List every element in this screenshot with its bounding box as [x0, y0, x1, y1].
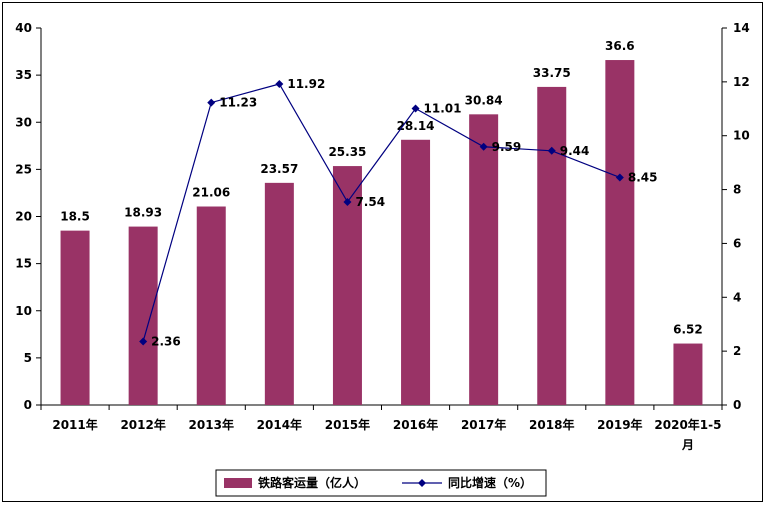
line-data-label: 11.01: [424, 102, 462, 116]
line-point-marker: [139, 337, 148, 346]
line-data-label: 11.23: [219, 96, 257, 110]
right-tick-label: 4: [733, 290, 741, 304]
bar-data-label: 25.35: [328, 145, 366, 159]
x-tick-label: 2018年: [529, 417, 574, 432]
line-point-marker: [615, 173, 624, 182]
line-point-marker: [207, 98, 216, 107]
bar-data-label: 30.84: [465, 93, 503, 107]
line-data-label: 8.45: [628, 170, 658, 184]
x-tick-label: 2017年: [461, 417, 506, 432]
bar: [196, 206, 226, 405]
legend-bar-label: 铁路客运量（亿人）: [258, 475, 366, 490]
line-point-marker: [479, 142, 488, 151]
line-data-label: 2.36: [151, 334, 181, 348]
line-data-label: 9.44: [560, 144, 590, 158]
right-tick-label: 6: [733, 236, 741, 250]
right-tick-label: 8: [733, 183, 741, 197]
bar-data-label: 23.57: [260, 162, 298, 176]
right-tick-label: 14: [733, 21, 750, 35]
bar-data-label: 18.5: [60, 210, 90, 224]
bar: [537, 86, 567, 405]
x-tick-label: 2015年: [325, 417, 370, 432]
growth-line: [142, 83, 621, 342]
bar-data-label: 36.6: [605, 39, 635, 53]
x-tick-label: 2011年: [52, 417, 97, 432]
bar: [401, 139, 431, 405]
left-tick-label: 0: [24, 398, 32, 412]
bar-data-label: 33.75: [533, 66, 571, 80]
x-tick-label: 2019年: [597, 417, 642, 432]
x-tick-label: 2012年: [120, 417, 165, 432]
bar: [673, 343, 703, 405]
left-tick-label: 30: [15, 115, 32, 129]
bar-data-label: 21.06: [192, 186, 230, 200]
line-point-marker: [547, 146, 556, 155]
left-tick-label: 35: [15, 68, 32, 82]
left-tick-label: 20: [15, 210, 32, 224]
x-tick-label: 2016年: [393, 417, 438, 432]
line-point-marker: [275, 80, 284, 89]
line-point-marker: [343, 197, 352, 206]
bar: [264, 182, 294, 405]
x-tick-label: 2013年: [189, 417, 234, 432]
right-tick-label: 10: [733, 129, 750, 143]
line-data-label: 9.59: [492, 140, 522, 154]
legend-bar-swatch: [224, 478, 252, 488]
legend-line-label: 同比增速（%）: [448, 475, 532, 490]
bar: [469, 114, 499, 405]
line-point-marker: [411, 104, 420, 113]
bar: [605, 60, 635, 406]
left-tick-label: 10: [15, 304, 32, 318]
x-tick-label: 2014年: [257, 417, 302, 432]
line-data-label: 7.54: [355, 195, 385, 209]
legend-box: [215, 469, 547, 497]
bar-data-label: 6.52: [673, 323, 703, 337]
line-data-label: 11.92: [287, 77, 325, 91]
right-tick-label: 2: [733, 344, 741, 358]
legend-line-marker: [418, 479, 426, 487]
left-tick-label: 40: [15, 21, 32, 35]
right-tick-label: 12: [733, 75, 750, 89]
bar: [60, 230, 90, 405]
left-tick-label: 25: [15, 162, 32, 176]
bar-data-label: 18.93: [124, 206, 162, 220]
x-tick-label-continued: 月: [681, 438, 694, 452]
bar: [128, 226, 158, 405]
right-tick-label: 0: [733, 398, 741, 412]
x-tick-label: 2020年1-5: [654, 417, 721, 432]
left-tick-label: 15: [15, 257, 32, 271]
left-tick-label: 5: [24, 351, 32, 365]
